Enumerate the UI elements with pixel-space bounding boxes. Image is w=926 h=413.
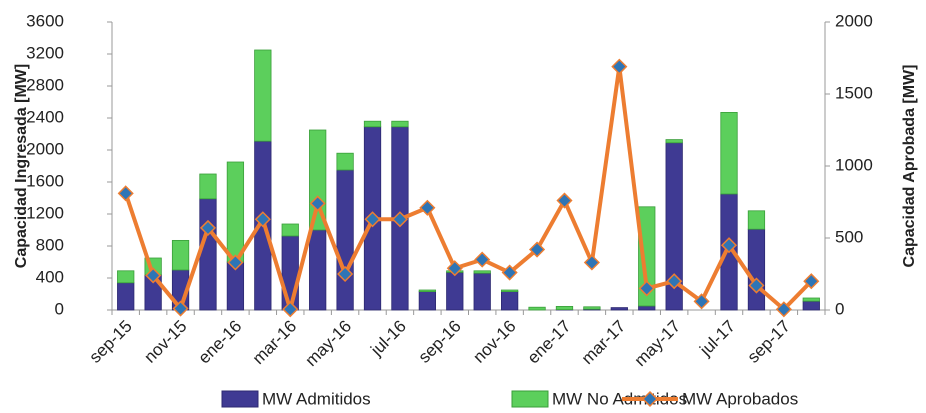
x-tick-label: nov-16 xyxy=(469,317,519,367)
y2-tick-label: 500 xyxy=(835,227,863,246)
marker xyxy=(419,199,436,216)
x-tick-label: nov-15 xyxy=(140,317,190,367)
bar xyxy=(473,270,491,274)
x-tick-label: sep-17 xyxy=(744,317,794,367)
y-tick-label: 2400 xyxy=(26,107,64,126)
bar xyxy=(199,198,217,311)
x-tick-label: ene-16 xyxy=(195,317,246,368)
x-tick-label: may-16 xyxy=(302,317,356,371)
marker xyxy=(720,237,738,254)
x-tick-label: sep-15 xyxy=(86,317,136,367)
y2-axis-title: Capacidad Aprobada [MW] xyxy=(901,65,918,268)
bar xyxy=(501,289,519,293)
bar xyxy=(281,223,299,237)
marker xyxy=(172,300,189,317)
y-tick-label: 3600 xyxy=(26,11,64,30)
marker xyxy=(364,211,381,228)
bar xyxy=(418,291,436,311)
bar xyxy=(171,239,190,271)
y-tick-label: 3200 xyxy=(26,43,64,62)
marker xyxy=(117,185,134,202)
x-tick-label: may-17 xyxy=(631,317,685,371)
bar xyxy=(363,120,382,128)
x-tick-label: mar-17 xyxy=(578,317,630,369)
marker xyxy=(775,301,792,318)
marker xyxy=(583,254,600,271)
marker xyxy=(145,267,162,284)
bar xyxy=(638,305,656,311)
y2-tick-label: 1500 xyxy=(835,83,873,102)
bar xyxy=(501,291,519,311)
y-tick-label: 400 xyxy=(36,267,64,286)
bar xyxy=(720,112,738,195)
marker xyxy=(803,273,820,290)
marker xyxy=(748,277,765,294)
bar xyxy=(418,289,436,293)
y-tick-label: 800 xyxy=(36,235,64,254)
bar xyxy=(802,297,820,302)
marker xyxy=(446,260,463,277)
bar xyxy=(281,235,299,311)
marker xyxy=(391,211,409,228)
y-tick-label: 1200 xyxy=(26,203,64,222)
y2-tick-label: 2000 xyxy=(835,11,873,30)
bar xyxy=(254,49,272,142)
bar xyxy=(199,173,217,200)
bar xyxy=(336,152,354,171)
x-tick-label: ene-17 xyxy=(524,317,575,368)
bar xyxy=(555,305,574,310)
marker xyxy=(638,280,655,297)
bar xyxy=(747,210,766,230)
bar xyxy=(446,271,464,311)
x-tick-label: jul-16 xyxy=(366,317,410,361)
marker xyxy=(254,211,271,228)
y-axis-title: Capacidad Ingresada [MW] xyxy=(13,64,30,268)
bar xyxy=(747,228,766,311)
legend-marker xyxy=(641,390,659,408)
bar xyxy=(665,139,683,144)
marker xyxy=(528,241,546,258)
marker xyxy=(666,273,683,290)
marker xyxy=(611,58,628,75)
marker xyxy=(474,251,491,268)
marker xyxy=(199,219,217,236)
y-tick-label: 0 xyxy=(55,299,64,318)
marker xyxy=(282,301,299,318)
marker xyxy=(501,264,518,281)
bar xyxy=(226,161,245,263)
y2-tick-label: 0 xyxy=(835,299,844,318)
bar xyxy=(336,169,354,311)
bar xyxy=(391,120,409,128)
x-tick-label: jul-17 xyxy=(695,317,739,361)
x-tick-label: mar-16 xyxy=(249,317,301,369)
marker xyxy=(309,195,326,212)
bar xyxy=(802,300,820,311)
bar xyxy=(117,282,135,311)
marker xyxy=(227,254,244,271)
legend-label: MW Admitidos xyxy=(262,389,371,408)
y-tick-label: 1600 xyxy=(26,171,64,190)
bar xyxy=(638,206,656,307)
bar xyxy=(309,229,327,311)
marker xyxy=(693,293,710,310)
y-tick-label: 2000 xyxy=(26,139,64,158)
bar xyxy=(583,306,601,310)
bar xyxy=(473,272,491,311)
marker xyxy=(337,265,354,283)
bar xyxy=(610,307,628,311)
bar xyxy=(117,270,135,284)
bar xyxy=(528,306,546,311)
y2-tick-label: 1000 xyxy=(835,155,873,174)
legend-swatch xyxy=(221,390,259,408)
y-tick-label: 2800 xyxy=(26,75,64,94)
legend-label: MW Aprobados xyxy=(682,389,798,408)
legend-swatch xyxy=(511,390,549,408)
x-tick-label: sep-16 xyxy=(415,317,465,367)
marker xyxy=(556,192,573,209)
